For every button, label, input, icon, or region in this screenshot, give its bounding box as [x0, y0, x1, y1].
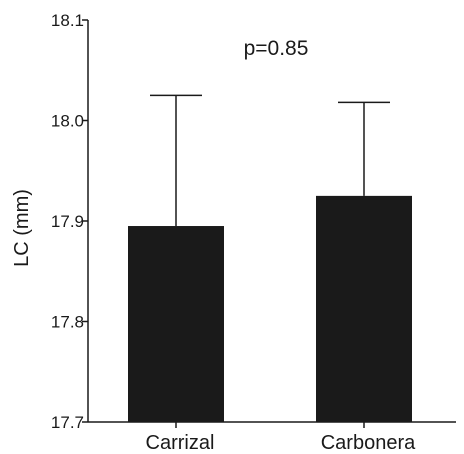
- y-tick-label: 18.1: [51, 11, 84, 30]
- p-value-annotation: p=0.85: [244, 37, 309, 60]
- y-tick-label: 17.7: [51, 413, 84, 432]
- y-tick-label: 18.0: [51, 112, 84, 131]
- y-tick-label: 17.9: [51, 212, 84, 231]
- x-tick-label: Carrizal: [146, 432, 215, 454]
- y-axis: 17.7 17.8 17.9 18.0 18.1: [51, 11, 89, 432]
- x-tick-label: Carbonera: [321, 432, 416, 454]
- bar-carbonera: [316, 195, 412, 422]
- y-tick-label: 17.8: [51, 313, 84, 332]
- plot-area: [128, 94, 412, 422]
- x-axis: Carrizal Carbonera: [88, 421, 456, 454]
- bar-carrizal: [128, 226, 224, 422]
- y-axis-title: LC (mm): [11, 189, 33, 267]
